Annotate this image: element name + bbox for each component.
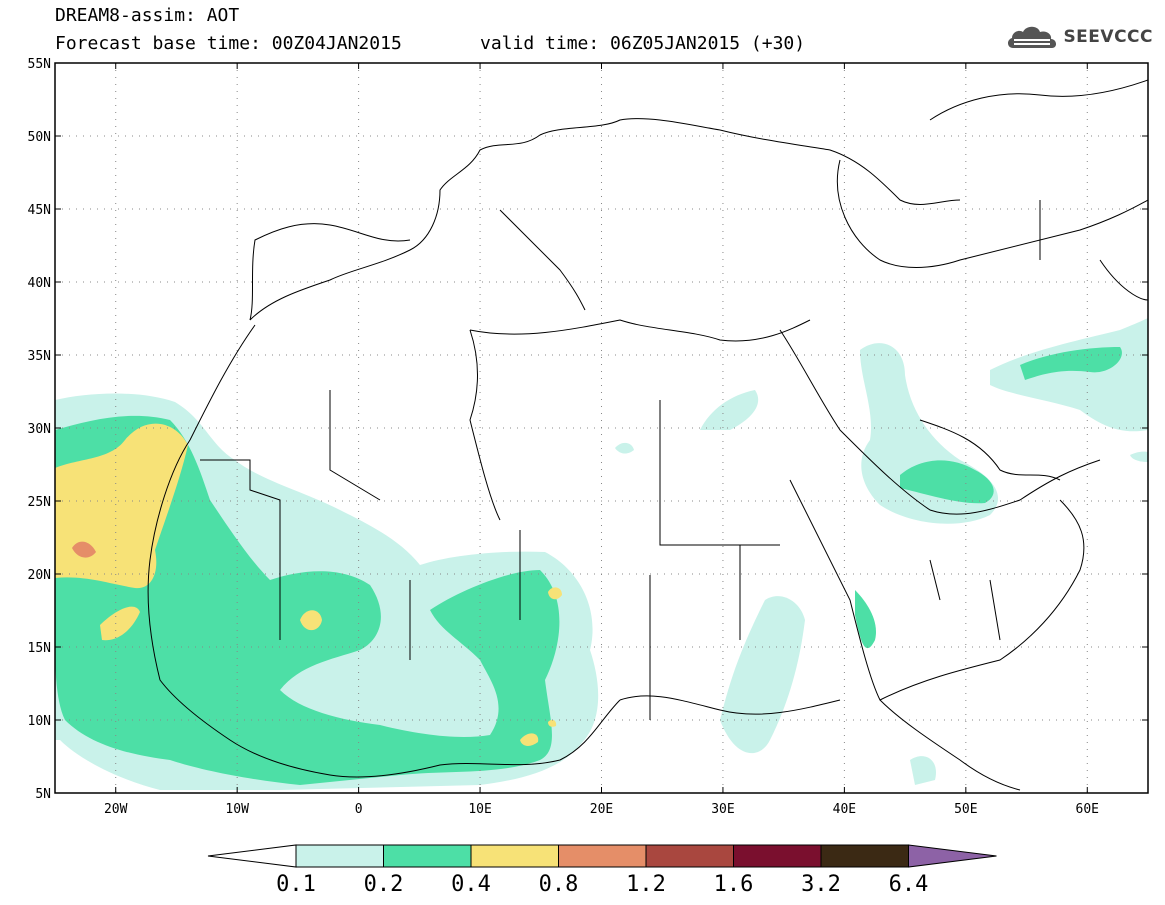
lon-label: 50E — [954, 802, 977, 817]
lat-label: 55N — [28, 57, 51, 72]
colorbar-label: 0.1 — [276, 872, 316, 897]
lon-label: 30E — [711, 802, 734, 817]
lat-label: 5N — [35, 787, 51, 802]
lon-label: 40E — [833, 802, 856, 817]
colorbar-segment — [733, 844, 822, 868]
colorbar-segment — [645, 844, 734, 868]
lat-label: 30N — [28, 422, 51, 437]
lat-label: 15N — [28, 641, 51, 656]
lat-label: 50N — [28, 130, 51, 145]
lat-label: 35N — [28, 349, 51, 364]
lon-label: 10E — [468, 802, 491, 817]
colorbar-segment — [820, 844, 909, 868]
lon-label: 10W — [225, 802, 249, 817]
colorbar-label: 1.2 — [626, 872, 666, 897]
lat-label: 20N — [28, 568, 51, 583]
cloud-icon — [1008, 26, 1057, 48]
colorbar-segment — [558, 844, 647, 868]
colorbar-segment — [295, 844, 384, 868]
colorbar-label: 6.4 — [889, 872, 929, 897]
lat-label: 10N — [28, 714, 51, 729]
aot-field — [55, 318, 1148, 790]
lon-label: 20E — [590, 802, 613, 817]
lat-label: 25N — [28, 495, 51, 510]
colorbar-min-arrow — [207, 844, 297, 868]
colorbar-label: 1.6 — [714, 872, 754, 897]
forecast-base-time: Forecast base time: 00Z04JAN2015 — [55, 33, 402, 54]
lon-label: 60E — [1076, 802, 1099, 817]
longitude-axis: 20W 10W 0 10E 20E 30E 40E 50E 60E — [104, 63, 1099, 817]
colorbar-segment — [383, 844, 472, 868]
aot-colorbar — [207, 844, 997, 868]
colorbar-label: 0.2 — [364, 872, 404, 897]
logo-text: SEEVCCC — [1063, 27, 1153, 47]
lat-label: 40N — [28, 276, 51, 291]
colorbar-labels: 0.1 0.2 0.4 0.8 1.2 1.6 3.2 6.4 — [276, 872, 928, 897]
lat-label: 45N — [28, 203, 51, 218]
valid-time: valid time: 06Z05JAN2015 (+30) — [480, 33, 806, 54]
lon-label: 20W — [104, 802, 128, 817]
country-borders — [147, 79, 1148, 791]
map-grid — [55, 63, 1148, 793]
lon-label: 0 — [355, 802, 363, 817]
map-title: DREAM8-assim: AOT — [55, 5, 240, 26]
colorbar-label: 0.4 — [451, 872, 491, 897]
seevccc-logo: SEEVCCC — [1005, 22, 1153, 52]
colorbar-max-arrow — [908, 844, 997, 868]
colorbar-label: 3.2 — [801, 872, 841, 897]
colorbar-segment — [470, 844, 559, 868]
aot-0.8-1.2 — [72, 541, 96, 558]
colorbar-label: 0.8 — [539, 872, 579, 897]
aot-0.2-0.4 — [55, 347, 1122, 785]
latitude-axis: 55N 50N 45N 40N 35N 30N 25N 20N 15N 10N 5N — [28, 57, 1148, 802]
